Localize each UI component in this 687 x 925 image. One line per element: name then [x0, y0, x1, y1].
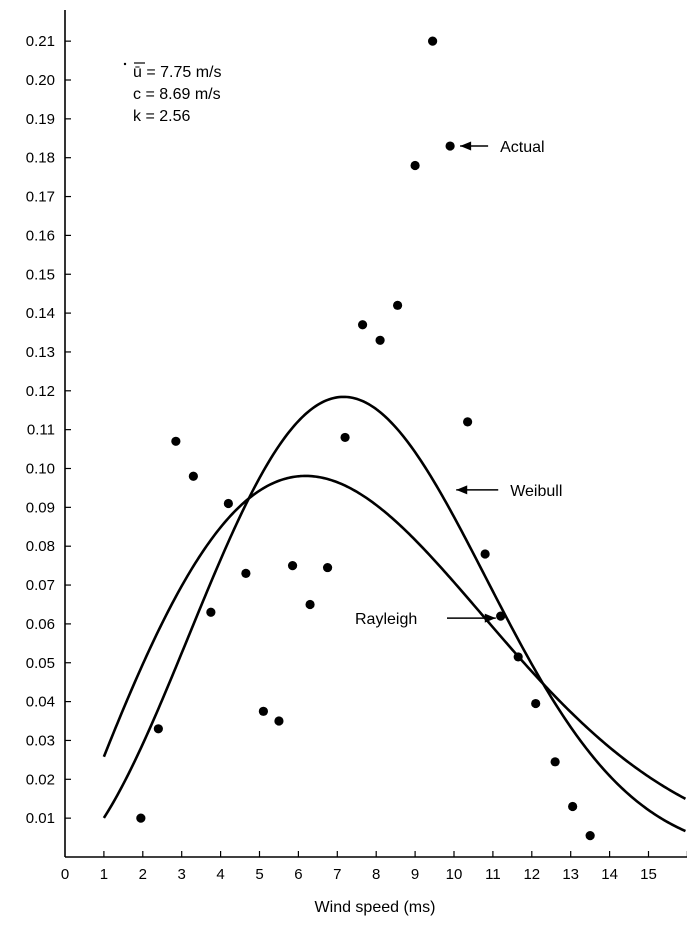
x-tick-label: 13 [562, 866, 579, 883]
actual-data-point [274, 716, 284, 726]
actual-data-point [513, 652, 523, 662]
y-tick-label: 0.12 [26, 383, 55, 400]
y-tick-label: 0.06 [26, 616, 55, 633]
y-tick-label: 0.11 [27, 422, 55, 439]
actual-data-point [392, 300, 403, 310]
actual-data-point [480, 549, 490, 559]
actual-data-point [258, 706, 268, 716]
y-tick-label: 0.04 [26, 694, 55, 711]
actual-data-point [585, 831, 595, 841]
actual-data-point [445, 141, 455, 151]
y-tick-label: 0.17 [26, 189, 55, 206]
actual-arrow-head [460, 141, 472, 151]
weibull-label: Weibull [510, 483, 562, 500]
weibull-curve [102, 395, 686, 833]
y-tick-label: 0.15 [26, 266, 55, 283]
actual-data-point [531, 698, 541, 709]
actual-data-point [375, 335, 385, 345]
x-tick-label: 14 [601, 866, 618, 883]
actual-label: Actual [500, 139, 544, 156]
y-tick-label: 0.14 [26, 305, 55, 322]
x-tick-label: 11 [485, 866, 501, 883]
x-tick-label: 15 [640, 866, 657, 883]
actual-data-point [223, 498, 233, 509]
actual-data-point [550, 757, 560, 767]
actual-data-point [206, 607, 216, 617]
y-tick-label: 0.03 [26, 732, 55, 749]
actual-data-point [568, 801, 578, 812]
x-tick-label: 3 [178, 866, 186, 883]
rayleigh-label: Rayleigh [355, 611, 417, 628]
param-mean-speed: ū = 7.75 m/s [133, 64, 222, 81]
y-tick-label: 0.20 [26, 72, 55, 89]
actual-data-point [496, 611, 506, 621]
param-scale-c: c = 8.69 m/s [133, 86, 221, 103]
y-tick-label: 0.10 [26, 461, 55, 478]
actual-data-point [136, 813, 146, 823]
x-axis-title: Wind speed (ms) [315, 899, 436, 916]
rayleigh-curve [102, 474, 687, 800]
x-tick-label: 2 [139, 866, 147, 883]
actual-data-point [322, 562, 333, 573]
x-tick-label: 0 [61, 866, 69, 883]
actual-data-point [428, 36, 438, 46]
actual-data-point [357, 320, 368, 330]
actual-data-point [410, 160, 420, 171]
y-tick-label: 0.07 [26, 577, 55, 594]
actual-data-point [287, 561, 298, 571]
parameter-block: ū = 7.75 m/s c = 8.69 m/s k = 2.56 [133, 64, 222, 125]
y-tick-label: 0.08 [26, 538, 55, 555]
param-shape-k: k = 2.56 [133, 108, 190, 125]
x-tick-label: 1 [100, 866, 108, 883]
weibull-arrow-head [456, 485, 468, 495]
actual-data-point [171, 436, 181, 446]
x-tick-label: 7 [333, 866, 341, 883]
x-tick-label: 12 [523, 866, 540, 883]
y-tick-label: 0.21 [26, 33, 55, 50]
y-tick-label: 0.01 [26, 810, 55, 827]
actual-data-point [188, 471, 198, 481]
x-tick-label: 5 [255, 866, 263, 883]
x-tick-label: 4 [216, 866, 224, 883]
y-tick-label: 0.19 [26, 111, 55, 128]
actual-data-point [241, 568, 251, 578]
actual-data-point [153, 724, 163, 734]
actual-data-point [305, 599, 315, 610]
x-tick-label: 8 [372, 866, 380, 883]
y-tick-label: 0.18 [26, 150, 55, 167]
x-tick-label: 10 [446, 866, 463, 883]
actual-data-point [340, 432, 350, 443]
x-tick-label: 9 [411, 866, 419, 883]
y-tick-label: 0.02 [26, 771, 55, 788]
rayleigh-arrow-head [484, 613, 496, 623]
y-tick-label: 0.05 [26, 655, 55, 672]
y-tick-label: 0.13 [26, 344, 55, 361]
y-tick-label: 0.16 [26, 227, 55, 244]
x-tick-label: 6 [294, 866, 302, 883]
y-tick-label: 0.09 [26, 499, 55, 516]
actual-data-point [463, 417, 473, 427]
stray-mark [123, 62, 127, 66]
